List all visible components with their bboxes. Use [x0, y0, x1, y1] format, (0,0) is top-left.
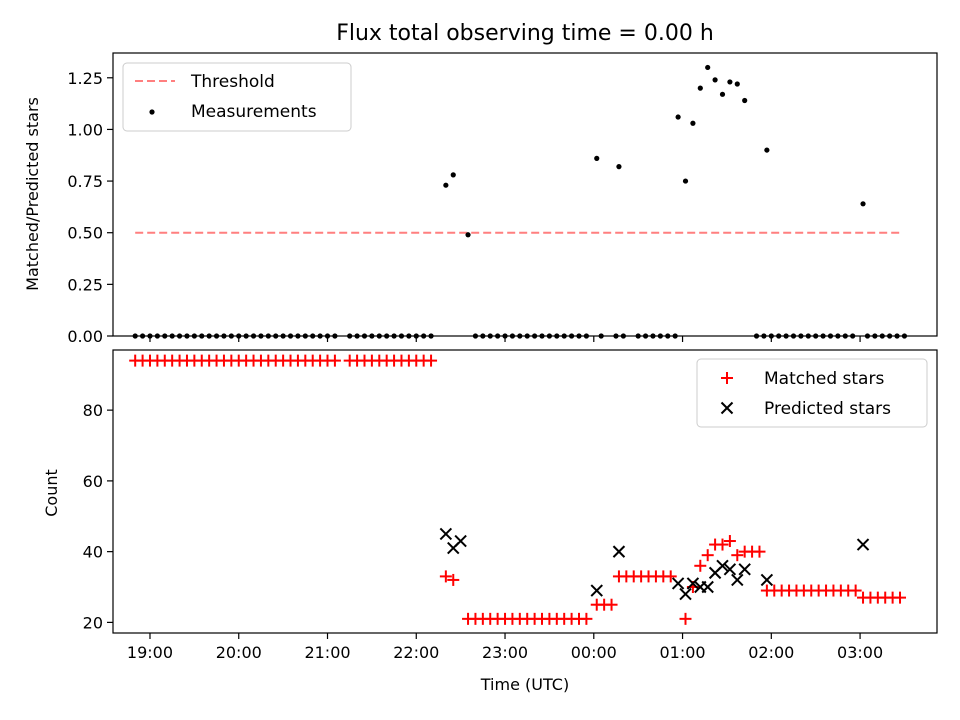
top-legend-box [122, 62, 352, 132]
legend-x-marker [720, 401, 734, 415]
predicted-star-point [738, 563, 751, 576]
bottom-y-axis-label: Count [42, 469, 61, 517]
legend-predicted-label: Predicted stars [764, 399, 891, 419]
legend-measurements-label: Measurements [191, 102, 317, 122]
chart-title: Flux total observing time = 0.00 h [336, 21, 714, 46]
x-tick-label: 02:00 [748, 643, 794, 662]
measurement-point [764, 147, 770, 153]
bottom-y-tick-label: 60 [83, 472, 103, 491]
legend-threshold-label: Threshold [190, 72, 275, 92]
matched-star-point [605, 598, 618, 611]
matched-star-point [701, 549, 714, 562]
measurement-point [616, 164, 622, 170]
predicted-star-point [612, 545, 626, 558]
matched-star-point [716, 538, 729, 551]
matched-star-point [723, 535, 736, 548]
matched-star-point [328, 354, 341, 367]
measurement-point [727, 79, 733, 85]
legend-measurements-swatch [149, 109, 155, 115]
top-y-tick-label: 0.25 [67, 275, 103, 294]
top-panel: Flux total observing time = 0.00 h Match… [23, 21, 938, 346]
measurement-point [450, 172, 456, 178]
x-tick-label: 23:00 [482, 643, 528, 662]
measurement-point [705, 64, 711, 71]
predicted-star-point [701, 580, 714, 594]
bottom-y-tick-label: 40 [83, 543, 103, 562]
predicted-star-point [760, 573, 774, 587]
predicted-star-point [439, 527, 453, 541]
legend-matched-swatch [721, 372, 733, 384]
x-tick-label: 19:00 [127, 643, 173, 662]
bottom-x-ticks: 19:00 20:00 21:00 22:00 23:00 00:00 01:00 02:00… [127, 633, 883, 662]
top-axes-frame [112, 52, 938, 337]
measurement-point [734, 81, 740, 87]
matched-star-point [894, 591, 907, 604]
bottom-axes-frame [112, 349, 938, 634]
bottom-legend: Matched stars Predicted stars [696, 358, 928, 428]
bottom-plot-area [129, 354, 907, 625]
legend-plus-marker [721, 372, 733, 384]
legend-predicted-swatch [720, 401, 734, 415]
measurement-point [465, 232, 471, 238]
matched-star-point [849, 584, 862, 597]
predicted-star-point [716, 559, 729, 572]
matched-star-point [694, 559, 707, 572]
matched-star-point [753, 545, 766, 558]
measurement-point [697, 85, 703, 91]
measurement-point [712, 77, 718, 83]
bottom-y-tick-label: 80 [83, 401, 103, 420]
bottom-panel: Count Time (UTC) 20 40 60 80 19:00 20:00 21:0… [42, 349, 938, 694]
measurement-point [594, 155, 600, 161]
x-tick-label: 03:00 [837, 643, 883, 662]
matched-star-point [664, 570, 677, 583]
predicted-star-point [856, 538, 870, 551]
matched-star-point [447, 573, 460, 586]
predicted-star-point [731, 573, 744, 587]
bottom-legend-box [696, 358, 928, 428]
predicted-star-point [679, 587, 692, 601]
predicted-star-point [671, 577, 685, 590]
predicted-star-point [454, 534, 467, 548]
matched-star-point [425, 354, 438, 367]
top-y-ticks: 0.00 0.25 0.50 0.75 1.00 1.25 [67, 69, 113, 346]
predicted-star-point [723, 563, 737, 576]
measurement-point [675, 114, 681, 120]
x-tick-label: 01:00 [659, 643, 705, 662]
x-tick-label: 22:00 [393, 643, 439, 662]
measurement-point [690, 120, 696, 126]
top-y-axis-label: Matched/Predicted stars [23, 97, 42, 291]
x-axis-label: Time (UTC) [480, 675, 569, 694]
measurement-point [443, 182, 449, 188]
x-tick-label: 00:00 [571, 643, 617, 662]
top-y-tick-label: 1.00 [67, 120, 103, 139]
matched-star-point [731, 549, 744, 562]
predicted-star-point [590, 584, 603, 597]
measurement-point [682, 178, 689, 184]
top-legend: Threshold Measurements [122, 62, 352, 132]
legend-matched-label: Matched stars [764, 369, 884, 389]
x-tick-label: 21:00 [304, 643, 350, 662]
bottom-y-ticks: 20 40 60 80 [83, 401, 113, 632]
measurement-point [860, 201, 866, 207]
top-y-tick-label: 0.50 [67, 224, 103, 243]
measurement-point [742, 97, 748, 104]
matched-star-point [580, 612, 593, 625]
measurement-point [719, 91, 726, 97]
predicted-star-point [686, 577, 700, 590]
top-y-tick-label: 1.25 [67, 69, 103, 88]
x-tick-label: 20:00 [216, 643, 262, 662]
bottom-y-tick-label: 20 [83, 613, 103, 632]
top-x-ticks [149, 336, 861, 342]
top-y-tick-label: 0.00 [67, 327, 103, 346]
matched-star-point [439, 570, 452, 583]
top-y-tick-label: 0.75 [67, 172, 103, 191]
matched-star-point [679, 612, 692, 625]
